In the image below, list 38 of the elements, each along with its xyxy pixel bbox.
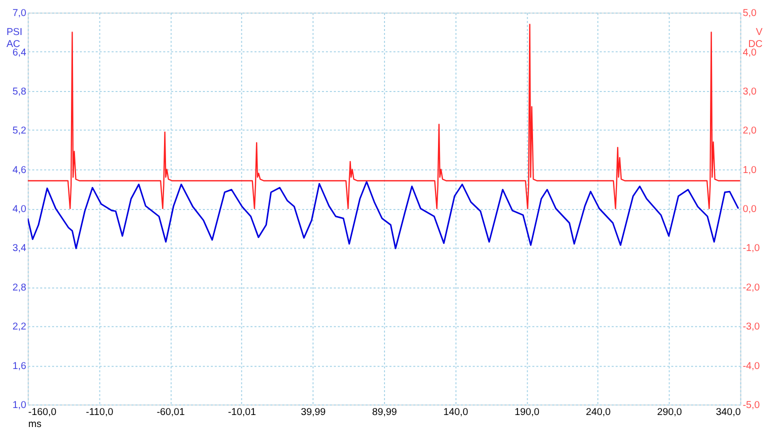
y-tick-label: 1,6: [12, 360, 27, 372]
x-tick-label: 39,99: [300, 406, 326, 418]
y-axis-title: PSI AC: [6, 26, 22, 50]
y2-tick-label: -4,0: [742, 360, 760, 372]
y2-tick-label: 2,0: [742, 126, 757, 137]
y-tick-label: 6,4: [12, 47, 27, 58]
y-tick-label: 7,0: [12, 8, 27, 20]
y-tick-label: 2,2: [12, 322, 27, 333]
y2-tick-label: 1,0: [742, 164, 757, 176]
y2-tick-label: -2,0: [742, 282, 760, 294]
x-tick-label: 190,0: [514, 406, 540, 418]
x-tick-label: -110,0: [86, 406, 114, 418]
x-tick-label: 240,0: [586, 406, 612, 418]
x-tick-label: -160,0: [28, 406, 57, 418]
x-tick-label: 140,0: [443, 406, 469, 418]
y-tick-label: 1,0: [12, 400, 27, 412]
y2-tick-label: 4,0: [742, 47, 757, 58]
y-tick-label: 4,0: [12, 204, 27, 216]
y-tick-label: 3,4: [12, 243, 27, 254]
y-tick-label: 5,8: [12, 86, 27, 98]
y2-tick-label: -3,0: [742, 322, 760, 333]
y-tick-label: 4,6: [12, 164, 27, 176]
y2-tick-label: -5,0: [742, 400, 760, 412]
y-tick-label: 5,2: [12, 126, 27, 137]
line-series: [28, 24, 740, 210]
x-tick-label: -60,01: [156, 406, 186, 418]
y2-tick-label: 5,0: [742, 8, 757, 20]
x-tick-label: -10,01: [228, 406, 257, 418]
x-axis-title: ms: [28, 418, 42, 430]
y2-tick-label: 3,0: [742, 86, 757, 98]
line-series: [28, 181, 740, 250]
y-tick-label: 2,8: [12, 282, 27, 294]
y2-tick-label: 0,0: [742, 204, 757, 216]
y2-tick-label: -1,0: [742, 243, 760, 254]
x-tick-label: 89,99: [372, 406, 398, 418]
x-tick-label: 290,0: [657, 406, 682, 418]
y2-axis-title: V DC: [748, 26, 763, 50]
x-tick-label: 340,0: [716, 406, 742, 418]
